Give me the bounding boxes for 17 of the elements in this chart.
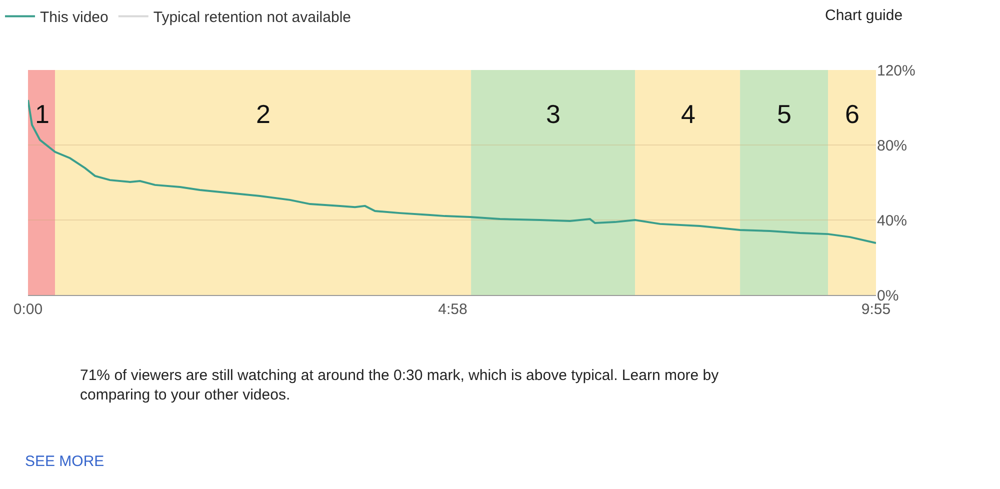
x-tick-label: 4:58 — [438, 301, 468, 318]
band-label: 4 — [681, 99, 696, 129]
line-series — [28, 99, 876, 244]
band-label: 6 — [845, 99, 860, 129]
band-label: 5 — [777, 99, 792, 129]
band-label: 2 — [256, 99, 270, 129]
text: SEE MORE — [25, 453, 104, 470]
legend-label: This video — [40, 9, 108, 26]
band-label: 3 — [546, 99, 560, 129]
text: Chart guide — [825, 7, 903, 24]
x-tick-label: 0:00 — [13, 301, 43, 318]
y-tick-label: 40% — [877, 212, 908, 230]
band-label: 1 — [35, 99, 50, 129]
legend-label: Typical retention not available — [153, 9, 351, 26]
y-tick-label: 120% — [877, 62, 916, 80]
text: 71% of viewers are still watching at around the 0:30 mark, which is above typical. Learn more by comparing to your other videos. — [80, 367, 720, 404]
y-tick-label: 80% — [877, 137, 908, 154]
